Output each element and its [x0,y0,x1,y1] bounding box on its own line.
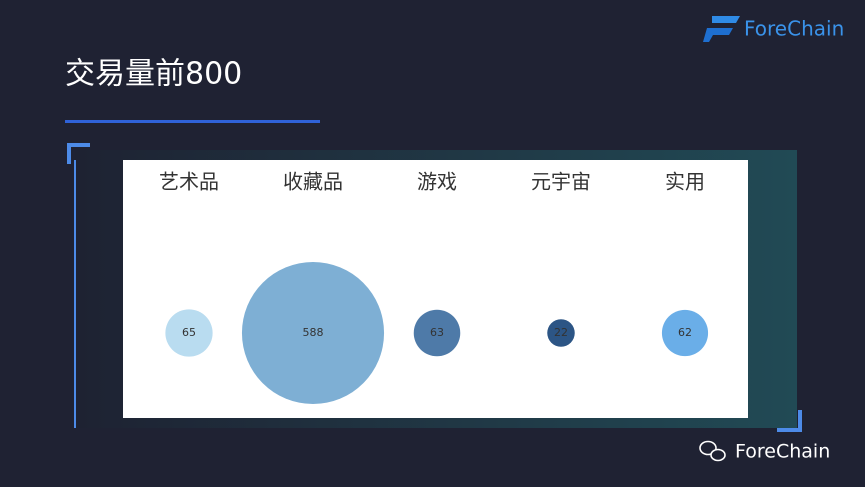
bubble [547,319,575,347]
slide-title: 交易量前800 [65,57,242,92]
logo-icon [703,16,740,42]
bubble [165,309,213,357]
footer-brand: ForeChain [735,441,830,463]
value-label: 63 [430,326,444,339]
category-label: 艺术品 [159,170,219,194]
chart: 艺术品 65 收藏品 588 游戏 63 元宇宙 22 实用 62 [159,170,709,405]
bubble [661,309,709,357]
category-label: 收藏品 [283,170,343,194]
brand: ForeChain [744,17,844,41]
title-underline [65,120,320,123]
bubble [413,309,461,357]
value-label: 588 [303,326,324,339]
category-label: 实用 [665,170,705,194]
category-label: 游戏 [417,170,457,194]
wechat-icon [699,440,726,462]
value-label: 65 [182,326,196,339]
bubble [241,261,385,405]
value-label: 22 [554,326,568,339]
value-label: 62 [678,326,692,339]
chart-area [123,160,748,418]
corner [67,143,90,164]
category-label: 元宇宙 [531,170,591,194]
corner [777,410,802,432]
